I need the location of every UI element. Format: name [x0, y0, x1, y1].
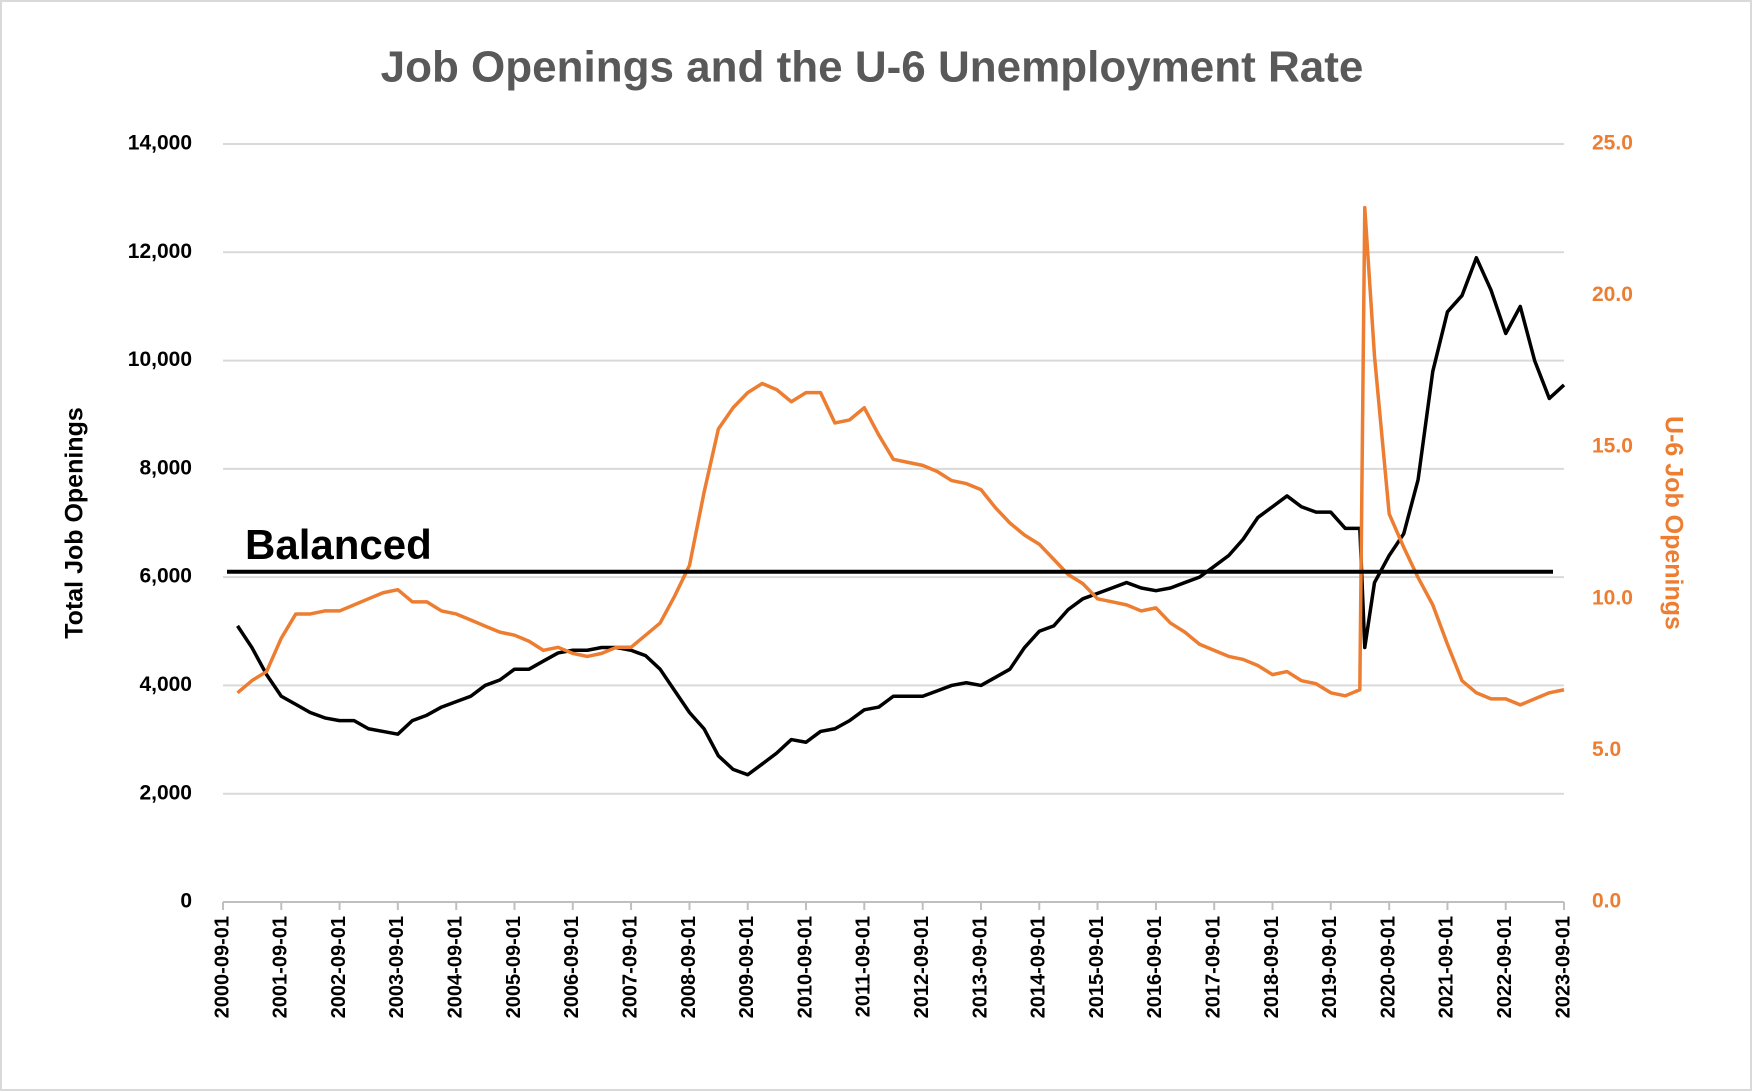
x-tick-label: 2020-09-01 [1377, 916, 1399, 1018]
x-tick-label: 2001-09-01 [270, 916, 292, 1018]
x-tick-label: 2021-09-01 [1436, 916, 1458, 1018]
y-tick-label: 2,000 [139, 781, 192, 804]
x-tick-label: 2011-09-01 [853, 916, 875, 1017]
x-tick-label: 2010-09-01 [794, 916, 816, 1018]
x-tick-label: 2022-09-01 [1494, 916, 1516, 1018]
y2-tick-label: 0.0 [1592, 890, 1621, 913]
x-tick-label: 2016-09-01 [1144, 916, 1166, 1018]
y-tick-label: 14,000 [128, 132, 192, 155]
x-tick-label: 2004-09-01 [445, 916, 467, 1018]
x-tick-label: 2023-09-01 [1552, 916, 1574, 1018]
x-tick-label: 2015-09-01 [1086, 916, 1108, 1018]
x-tick-label: 2003-09-01 [386, 916, 408, 1018]
x-tick-label: 2008-09-01 [678, 916, 700, 1018]
y2-tick-label: 20.0 [1592, 283, 1633, 306]
x-tick-label: 2007-09-01 [619, 916, 641, 1018]
y2-tick-label: 15.0 [1592, 435, 1633, 458]
x-tick-label: 2006-09-01 [561, 916, 583, 1018]
y-axis-title: Total Job Openings [61, 407, 89, 638]
y-tick-label: 8,000 [139, 456, 192, 479]
x-tick-label: 2013-09-01 [969, 916, 991, 1018]
y-tick-label: 4,000 [139, 673, 192, 696]
x-tick-label: 2005-09-01 [503, 916, 525, 1018]
series-line [236, 205, 1565, 707]
x-tick-label: 2014-09-01 [1028, 916, 1050, 1018]
chart-title: Job Openings and the U-6 Unemployment Ra… [381, 43, 1364, 92]
x-tick-label: 2000-09-01 [211, 916, 233, 1018]
y-tick-label: 0 [180, 890, 192, 913]
annotation-label: Balanced [245, 521, 432, 568]
y2-tick-label: 25.0 [1592, 132, 1633, 155]
x-tick-label: 2018-09-01 [1261, 916, 1283, 1018]
x-tick-label: 2002-09-01 [328, 916, 350, 1018]
x-tick-label: 2009-09-01 [736, 916, 758, 1018]
y2-tick-label: 10.0 [1592, 586, 1633, 609]
y-tick-label: 10,000 [128, 348, 192, 371]
y2-tick-label: 5.0 [1592, 738, 1621, 761]
series-line [236, 255, 1566, 777]
x-tick-label: 2017-09-01 [1203, 916, 1225, 1018]
x-tick-label: 2012-09-01 [911, 916, 933, 1018]
y-tick-label: 12,000 [128, 240, 192, 263]
y-tick-label: 6,000 [139, 565, 192, 588]
x-tick-label: 2019-09-01 [1319, 916, 1341, 1018]
y2-axis-title: U-6 Job Openings [1659, 416, 1687, 630]
